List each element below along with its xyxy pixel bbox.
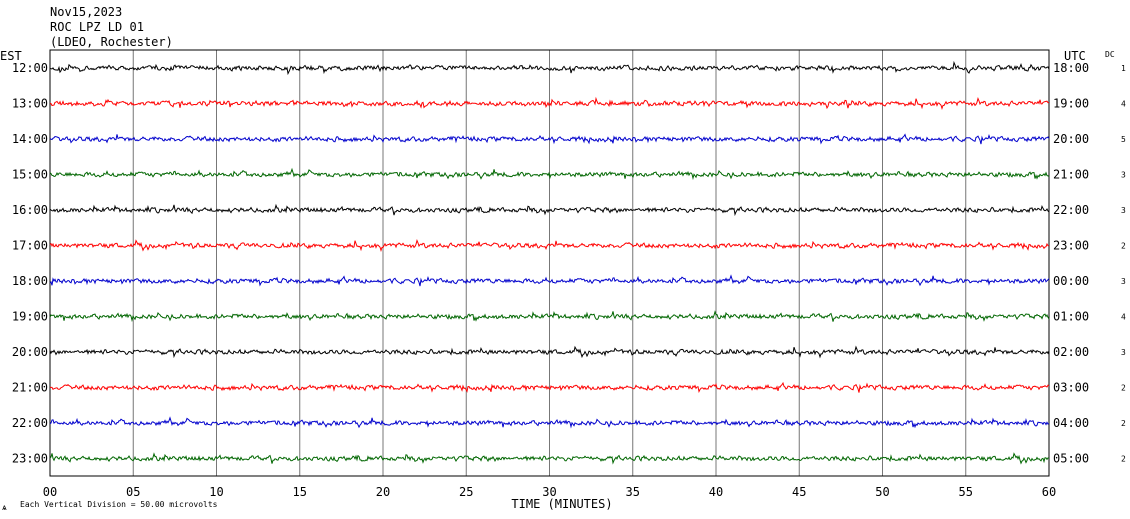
x-tick-label: 60 (1042, 485, 1056, 499)
utc-time-label: 21:00 (1053, 168, 1089, 182)
x-tick-label: 45 (792, 485, 806, 499)
utc-time-label: 01:00 (1053, 310, 1089, 324)
x-tick-label: 10 (209, 485, 223, 499)
dc-value: 1 (1121, 64, 1126, 73)
trace-row-1700 (49, 238, 1050, 253)
x-tick-label: 30 (542, 485, 556, 499)
utc-time-label: 20:00 (1053, 132, 1089, 146)
x-tick-label: 25 (459, 485, 473, 499)
est-time-label: 15:00 (12, 168, 48, 182)
est-time-label: 19:00 (12, 310, 48, 324)
header-date: Nov15,2023 (50, 5, 122, 19)
grid-lines (49, 50, 1050, 476)
x-tick-label: 40 (709, 485, 723, 499)
utc-time-label: 00:00 (1053, 274, 1089, 288)
utc-time-label: 03:00 (1053, 381, 1089, 395)
dc-value: 3 (1121, 206, 1126, 215)
svg-text:ѧ: ѧ (2, 503, 7, 512)
est-time-label: 21:00 (12, 381, 48, 395)
x-tick-label: 35 (626, 485, 640, 499)
est-time-label: 13:00 (12, 97, 48, 111)
header-network: (LDEO, Rochester) (50, 35, 173, 49)
utc-time-label: 18:00 (1053, 61, 1089, 75)
dc-value: 2 (1121, 455, 1126, 464)
dc-value: 2 (1121, 419, 1126, 428)
est-time-label: 17:00 (12, 239, 48, 253)
x-axis-label: TIME (MINUTES) (511, 497, 612, 511)
right-axis-title: UTC (1064, 49, 1086, 63)
trace-row-2000 (49, 345, 1050, 359)
dc-value: 2 (1121, 242, 1126, 251)
trace-row-2300 (49, 452, 1050, 465)
x-tick-label: 00 (43, 485, 57, 499)
est-time-label: 14:00 (12, 132, 48, 146)
seismic-traces (49, 60, 1050, 465)
x-tick-label: 20 (376, 485, 390, 499)
utc-time-label: 02:00 (1053, 345, 1089, 359)
x-tick-label: 55 (959, 485, 973, 499)
trace-row-2200 (49, 416, 1050, 429)
x-tick-label: 50 (875, 485, 889, 499)
utc-time-label: 23:00 (1053, 239, 1089, 253)
dc-value: 3 (1121, 348, 1126, 357)
header-station: ROC LPZ LD 01 (50, 20, 144, 34)
dc-value: 4 (1121, 313, 1126, 322)
trace-row-1200 (49, 60, 1050, 76)
est-time-label: 12:00 (12, 61, 48, 75)
est-time-label: 22:00 (12, 416, 48, 430)
dc-value: 2 (1121, 384, 1126, 393)
trace-row-1900 (49, 310, 1050, 323)
dc-value: 3 (1121, 277, 1126, 286)
dc-value: 5 (1121, 135, 1126, 144)
x-tick-label: 15 (293, 485, 307, 499)
trace-row-1600 (49, 203, 1050, 217)
dc-value: 3 (1121, 171, 1126, 180)
est-time-label: 18:00 (12, 274, 48, 288)
logo-icon: ѧ (2, 503, 7, 512)
trace-row-1400 (49, 133, 1050, 145)
row-labels: 12:00 18:00 113:00 19:00 414:00 20:00 515:00 21… (12, 61, 1126, 466)
scale-note: Each Vertical Division = 50.00 microvolt… (20, 500, 218, 509)
utc-time-label: 19:00 (1053, 97, 1089, 111)
x-tick-label: 05 (126, 485, 140, 499)
est-time-label: 20:00 (12, 345, 48, 359)
est-time-label: 23:00 (12, 452, 48, 466)
trace-row-1800 (49, 274, 1050, 287)
plot-frame (49, 49, 1050, 477)
trace-row-1500 (49, 167, 1050, 181)
x-tick-labels: 00 05 10 15 20 25 30 35 40 45 50 55 60 (43, 485, 1056, 499)
utc-time-label: 04:00 (1053, 416, 1089, 430)
dc-value: 4 (1121, 100, 1126, 109)
trace-row-2100 (49, 381, 1050, 394)
trace-row-1300 (49, 96, 1050, 111)
utc-time-label: 22:00 (1053, 203, 1089, 217)
est-time-label: 16:00 (12, 203, 48, 217)
dc-column-title: DC (1105, 50, 1115, 59)
utc-time-label: 05:00 (1053, 452, 1089, 466)
left-axis-title: EST (0, 49, 22, 63)
